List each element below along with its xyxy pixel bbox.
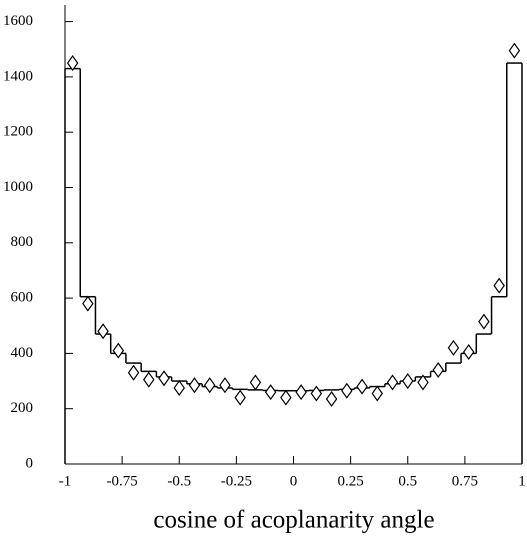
x-tick-label: 0.25 bbox=[338, 473, 364, 489]
y-tick-label: 1000 bbox=[3, 179, 33, 195]
data-point bbox=[219, 377, 231, 394]
data-point bbox=[264, 384, 277, 401]
x-axis-label: cosine of acoplanarity angle bbox=[153, 507, 434, 534]
data-point bbox=[356, 378, 368, 395]
data-point bbox=[432, 361, 444, 379]
data-point bbox=[417, 374, 429, 391]
x-tick-label: -1 bbox=[59, 473, 72, 489]
x-tick-label: 0.5 bbox=[398, 473, 417, 489]
data-point bbox=[143, 371, 155, 388]
data-point bbox=[325, 390, 338, 408]
data-point bbox=[310, 385, 323, 402]
y-tick-label: 800 bbox=[11, 234, 34, 250]
x-tick-label: -0.75 bbox=[107, 473, 138, 489]
data-point bbox=[158, 370, 170, 387]
x-tick-label: 0 bbox=[290, 473, 298, 489]
data-point bbox=[493, 277, 505, 294]
data-point bbox=[188, 377, 201, 394]
x-tick-label: 1 bbox=[518, 473, 526, 489]
data-point bbox=[127, 364, 140, 381]
data-point bbox=[478, 313, 490, 330]
y-tick-label: 1200 bbox=[3, 124, 33, 140]
data-point bbox=[234, 389, 246, 406]
x-tick-label: 0.75 bbox=[452, 473, 478, 489]
data-point bbox=[97, 323, 109, 340]
data-point bbox=[508, 42, 521, 59]
data-point bbox=[295, 384, 307, 401]
data-point bbox=[173, 379, 185, 396]
y-tick-label: 400 bbox=[11, 345, 34, 361]
data-point bbox=[386, 374, 399, 391]
data-point bbox=[249, 374, 262, 391]
y-tick-label: 600 bbox=[11, 290, 34, 306]
data-point bbox=[112, 342, 125, 359]
x-tick-label: -0.5 bbox=[167, 473, 191, 489]
y-tick-label: 1400 bbox=[3, 68, 33, 84]
y-tick-label: 200 bbox=[11, 400, 34, 416]
data-point bbox=[462, 343, 475, 361]
data-point bbox=[82, 295, 94, 312]
data-point bbox=[203, 377, 216, 394]
data-point bbox=[402, 373, 414, 390]
data-point bbox=[66, 55, 79, 72]
data-point bbox=[371, 385, 384, 402]
y-tick-label: 1600 bbox=[3, 13, 33, 29]
data-point bbox=[447, 339, 460, 356]
data-point bbox=[341, 382, 353, 399]
x-tick-label: -0.25 bbox=[221, 473, 252, 489]
y-tick-label: 0 bbox=[26, 455, 34, 471]
data-point bbox=[280, 389, 292, 406]
